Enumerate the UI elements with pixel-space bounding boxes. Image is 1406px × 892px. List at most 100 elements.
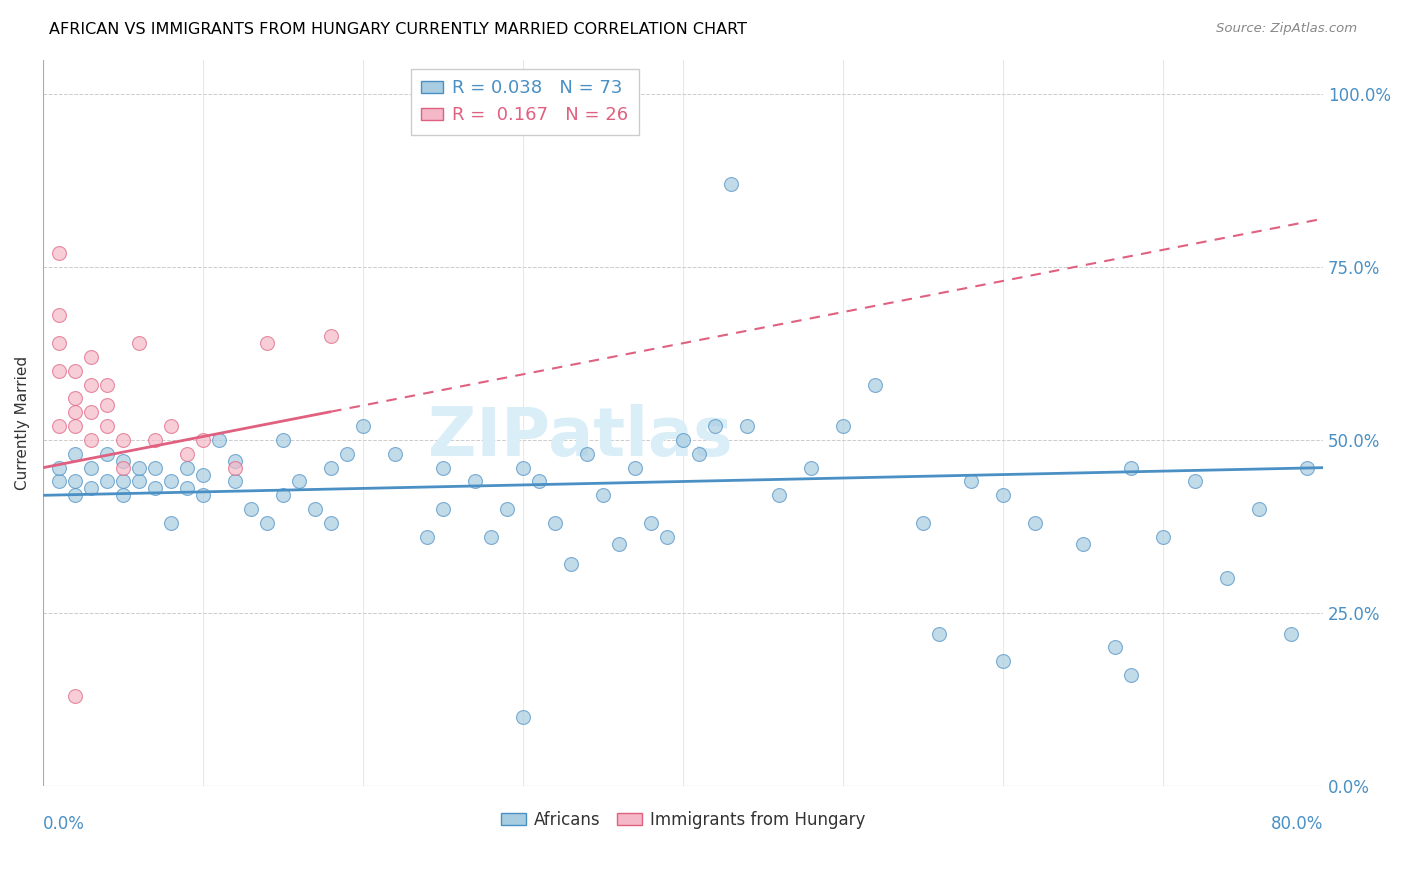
Point: [607, 537, 630, 551]
Text: AFRICAN VS IMMIGRANTS FROM HUNGARY CURRENTLY MARRIED CORRELATION CHART: AFRICAN VS IMMIGRANTS FROM HUNGARY CURRE…: [49, 22, 747, 37]
Point: [48, 475, 70, 489]
Point: [527, 475, 550, 489]
Point: [1184, 475, 1206, 489]
Text: 80.0%: 80.0%: [1271, 814, 1323, 833]
Point: [143, 433, 166, 447]
Point: [464, 475, 486, 489]
Legend: Africans, Immigrants from Hungary: Africans, Immigrants from Hungary: [494, 805, 873, 836]
Text: Source: ZipAtlas.com: Source: ZipAtlas.com: [1216, 22, 1357, 36]
Point: [160, 419, 183, 434]
Point: [80, 350, 103, 364]
Point: [1216, 571, 1239, 585]
Point: [912, 516, 935, 530]
Point: [863, 377, 886, 392]
Point: [271, 488, 294, 502]
Point: [224, 460, 246, 475]
Point: [960, 475, 983, 489]
Point: [432, 460, 454, 475]
Point: [112, 460, 135, 475]
Point: [735, 419, 758, 434]
Point: [193, 467, 215, 482]
Point: [96, 377, 118, 392]
Point: [80, 433, 103, 447]
Point: [240, 502, 263, 516]
Point: [271, 433, 294, 447]
Point: [160, 516, 183, 530]
Point: [80, 460, 103, 475]
Point: [256, 336, 278, 351]
Point: [143, 482, 166, 496]
Point: [143, 460, 166, 475]
Point: [224, 475, 246, 489]
Point: [720, 177, 742, 191]
Point: [224, 454, 246, 468]
Point: [96, 419, 118, 434]
Point: [672, 433, 695, 447]
Point: [416, 530, 439, 544]
Point: [352, 419, 374, 434]
Point: [512, 709, 534, 723]
Point: [1121, 668, 1143, 682]
Point: [128, 475, 150, 489]
Point: [176, 482, 198, 496]
Point: [63, 689, 86, 703]
Point: [1104, 640, 1126, 655]
Point: [560, 558, 582, 572]
Point: [928, 626, 950, 640]
Point: [1152, 530, 1174, 544]
Point: [63, 447, 86, 461]
Y-axis label: Currently Married: Currently Married: [15, 356, 30, 490]
Point: [496, 502, 519, 516]
Point: [63, 475, 86, 489]
Point: [176, 460, 198, 475]
Point: [592, 488, 614, 502]
Point: [384, 447, 406, 461]
Point: [304, 502, 326, 516]
Point: [48, 419, 70, 434]
Point: [432, 502, 454, 516]
Point: [657, 530, 679, 544]
Point: [640, 516, 662, 530]
Point: [321, 329, 343, 343]
Point: [80, 377, 103, 392]
Text: ZIPatlas: ZIPatlas: [429, 404, 733, 470]
Point: [1249, 502, 1271, 516]
Point: [48, 364, 70, 378]
Point: [336, 447, 359, 461]
Point: [112, 454, 135, 468]
Point: [96, 398, 118, 412]
Point: [624, 460, 647, 475]
Point: [256, 516, 278, 530]
Point: [176, 447, 198, 461]
Point: [96, 447, 118, 461]
Point: [1071, 537, 1094, 551]
Point: [832, 419, 855, 434]
Point: [544, 516, 567, 530]
Point: [688, 447, 710, 461]
Point: [63, 392, 86, 406]
Point: [1121, 460, 1143, 475]
Point: [160, 475, 183, 489]
Point: [208, 433, 231, 447]
Point: [128, 460, 150, 475]
Point: [704, 419, 727, 434]
Text: 0.0%: 0.0%: [44, 814, 86, 833]
Point: [96, 475, 118, 489]
Point: [512, 460, 534, 475]
Point: [288, 475, 311, 489]
Point: [112, 433, 135, 447]
Point: [63, 405, 86, 419]
Point: [63, 419, 86, 434]
Point: [768, 488, 790, 502]
Point: [576, 447, 599, 461]
Point: [1024, 516, 1046, 530]
Point: [479, 530, 502, 544]
Point: [48, 309, 70, 323]
Point: [193, 488, 215, 502]
Point: [1296, 460, 1319, 475]
Point: [112, 488, 135, 502]
Point: [321, 516, 343, 530]
Point: [800, 460, 823, 475]
Point: [193, 433, 215, 447]
Point: [63, 488, 86, 502]
